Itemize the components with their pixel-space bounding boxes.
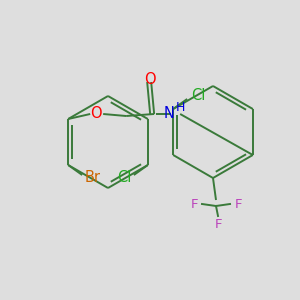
Text: F: F [214, 218, 222, 230]
Text: Cl: Cl [118, 169, 132, 184]
Text: F: F [234, 197, 242, 211]
Text: O: O [90, 106, 102, 122]
Text: N: N [163, 106, 174, 121]
Text: Cl: Cl [191, 88, 206, 103]
Text: O: O [144, 72, 156, 87]
Text: F: F [190, 197, 198, 211]
Text: Br: Br [84, 169, 100, 184]
Text: H: H [176, 101, 185, 114]
